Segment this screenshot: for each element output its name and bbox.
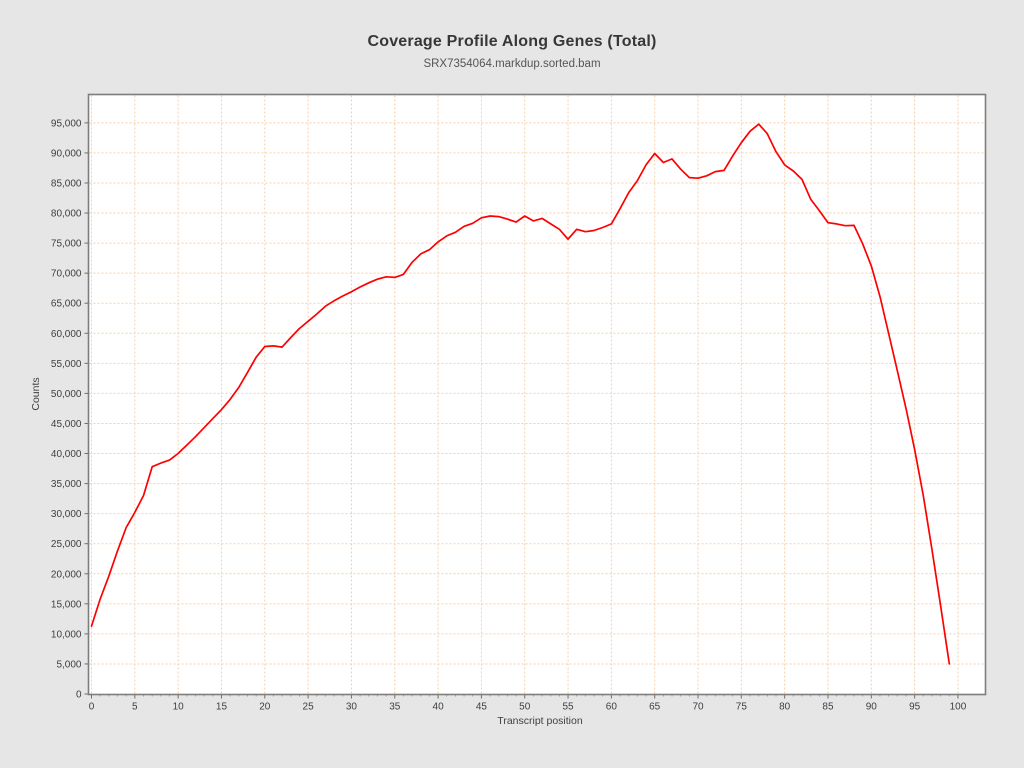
y-tick-label: 5,000	[56, 659, 81, 670]
x-tick-label: 65	[649, 702, 661, 713]
y-tick-label: 35,000	[51, 479, 82, 490]
x-tick-label: 90	[866, 702, 878, 713]
x-tick-label: 75	[736, 702, 748, 713]
x-tick-label: 95	[909, 702, 921, 713]
x-tick-label: 70	[692, 702, 704, 713]
x-tick-label: 60	[606, 702, 618, 713]
x-tick-label: 15	[216, 702, 228, 713]
x-tick-label: 25	[303, 702, 315, 713]
plot-frame	[87, 93, 987, 696]
y-tick-label: 45,000	[51, 419, 82, 430]
x-tick-label: 100	[950, 702, 967, 713]
y-tick-label: 85,000	[51, 178, 82, 189]
y-tick-label: 95,000	[51, 118, 82, 129]
x-tick-label: 20	[259, 702, 271, 713]
x-tick-label: 30	[346, 702, 358, 713]
y-tick-label: 15,000	[51, 599, 82, 610]
y-tick-label: 0	[76, 690, 82, 701]
x-tick-label: 55	[562, 702, 574, 713]
x-tick-label: 45	[476, 702, 488, 713]
x-tick-label: 0	[89, 702, 95, 713]
y-tick-label: 75,000	[51, 239, 82, 250]
x-tick-label: 40	[433, 702, 445, 713]
x-tick-label: 50	[519, 702, 531, 713]
y-tick-label: 10,000	[51, 629, 82, 640]
x-tick-label: 85	[822, 702, 834, 713]
y-tick-label: 65,000	[51, 299, 82, 310]
x-tick-label: 35	[389, 702, 401, 713]
y-tick-label: 40,000	[51, 449, 82, 460]
y-tick-label: 60,000	[51, 329, 82, 340]
y-tick-label: 55,000	[51, 359, 82, 370]
x-tick-label: 10	[173, 702, 185, 713]
coverage-series-line	[90, 123, 951, 665]
y-tick-label: 30,000	[51, 509, 82, 520]
y-tick-label: 25,000	[51, 539, 82, 550]
y-tick-label: 80,000	[51, 209, 82, 220]
y-tick-label: 70,000	[51, 269, 82, 280]
plot-background	[88, 94, 986, 695]
x-tick-label: 80	[779, 702, 791, 713]
y-tick-label: 50,000	[51, 389, 82, 400]
x-tick-label: 5	[132, 702, 138, 713]
y-tick-label: 90,000	[51, 148, 82, 159]
y-tick-label: 20,000	[51, 569, 82, 580]
